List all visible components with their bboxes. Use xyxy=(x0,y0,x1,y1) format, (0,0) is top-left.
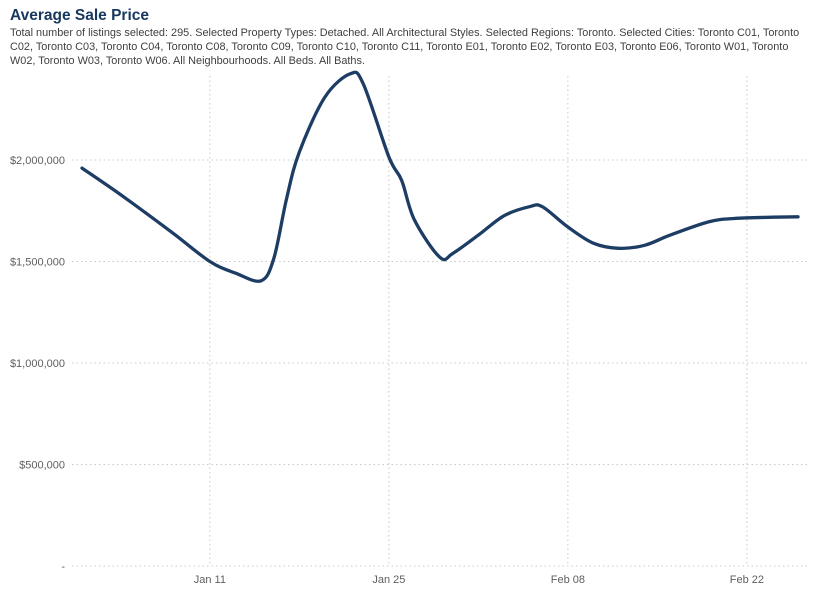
y-tick-label: $500,000 xyxy=(19,460,65,472)
y-tick-label: - xyxy=(61,561,65,573)
price-line[interactable] xyxy=(80,70,800,283)
x-tick-label: Feb 22 xyxy=(730,574,764,586)
x-tick-label: Jan 25 xyxy=(372,574,405,586)
y-tick-label: $2,000,000 xyxy=(10,155,65,167)
y-tick-label: $1,500,000 xyxy=(10,257,65,269)
page-title: Average Sale Price xyxy=(10,7,150,24)
y-tick-label: $1,000,000 xyxy=(10,358,65,370)
report-header: Average Sale Price Total number of listi… xyxy=(10,6,816,68)
x-tick-label: Feb 08 xyxy=(551,574,585,586)
filter-summary: Total number of listings selected: 295. … xyxy=(10,27,800,67)
x-tick-label: Jan 11 xyxy=(194,574,226,586)
